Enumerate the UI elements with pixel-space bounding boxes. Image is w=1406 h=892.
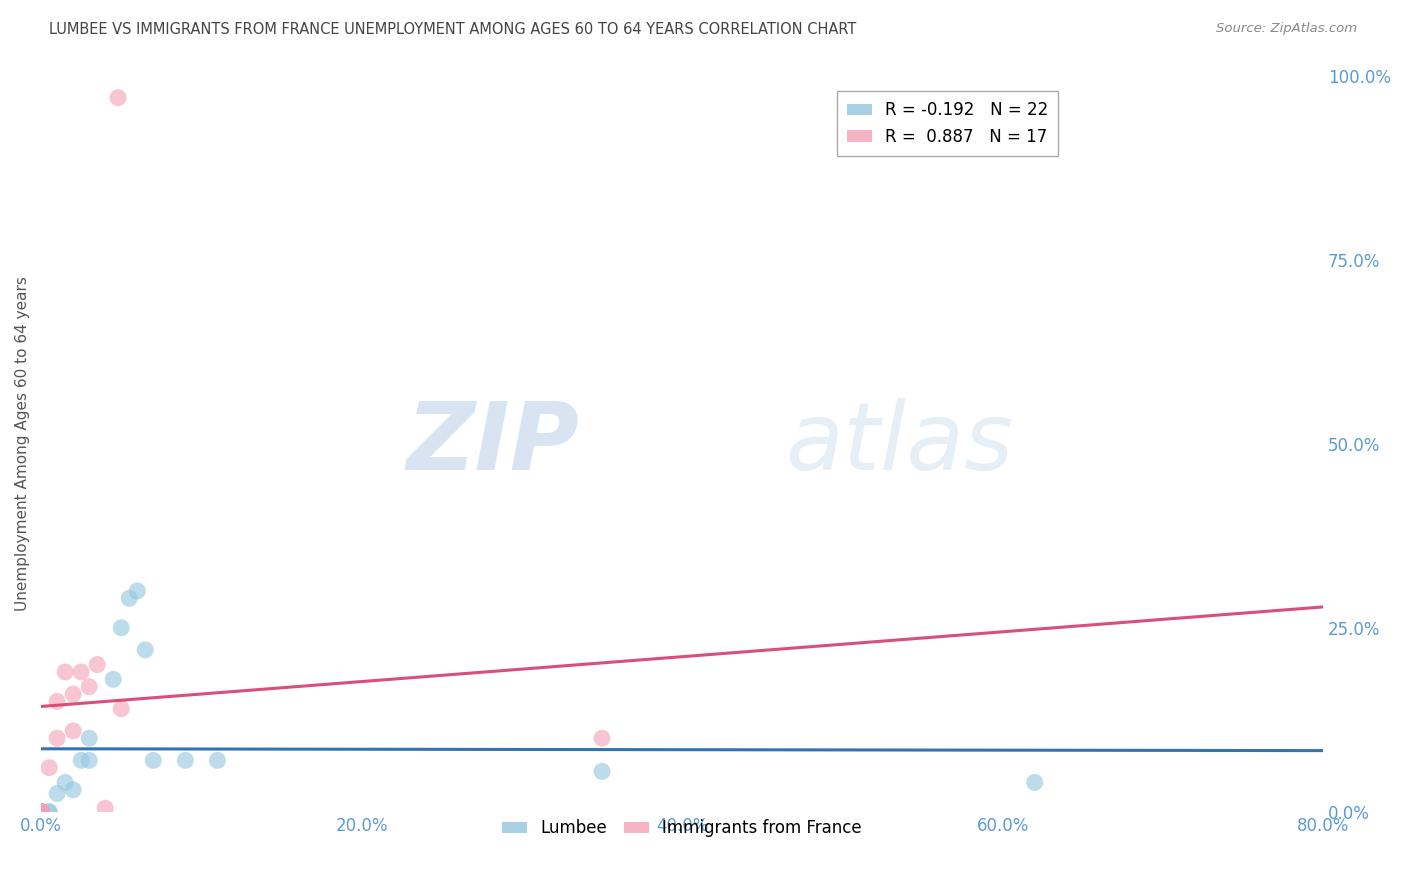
Point [30,805,52,819]
Point [86,657,108,672]
Point [30,805,52,819]
Text: ZIP: ZIP [406,398,579,490]
Point [77,680,100,694]
Point [77,753,100,767]
Point [38,805,60,819]
Point [62,782,84,797]
Point [207,753,229,767]
Point [30,805,52,819]
Point [30,805,52,819]
Legend: Lumbee, Immigrants from France: Lumbee, Immigrants from France [495,813,869,844]
Point [103,673,125,687]
Point [591,764,613,779]
Point [142,753,165,767]
Point [46,694,69,708]
Point [38,805,60,819]
Point [110,621,132,635]
Text: LUMBEE VS IMMIGRANTS FROM FRANCE UNEMPLOYMENT AMONG AGES 60 TO 64 YEARS CORRELAT: LUMBEE VS IMMIGRANTS FROM FRANCE UNEMPLO… [49,22,856,37]
Point [127,584,149,599]
Point [46,787,69,801]
Point [1024,775,1046,789]
Text: Source: ZipAtlas.com: Source: ZipAtlas.com [1216,22,1357,36]
Y-axis label: Unemployment Among Ages 60 to 64 years: Unemployment Among Ages 60 to 64 years [15,277,30,611]
Point [174,753,197,767]
Point [53,775,76,789]
Point [30,805,52,819]
Point [107,90,129,104]
Point [53,665,76,679]
Point [591,731,613,746]
Point [134,643,156,657]
Point [118,591,141,606]
Point [38,761,60,775]
Point [70,665,93,679]
Point [30,805,52,819]
Text: atlas: atlas [785,398,1012,489]
Point [70,753,93,767]
Point [62,687,84,701]
Point [94,801,117,815]
Point [62,723,84,738]
Point [30,805,52,819]
Point [110,702,132,716]
Point [46,731,69,746]
Point [77,731,100,746]
Point [30,805,52,819]
